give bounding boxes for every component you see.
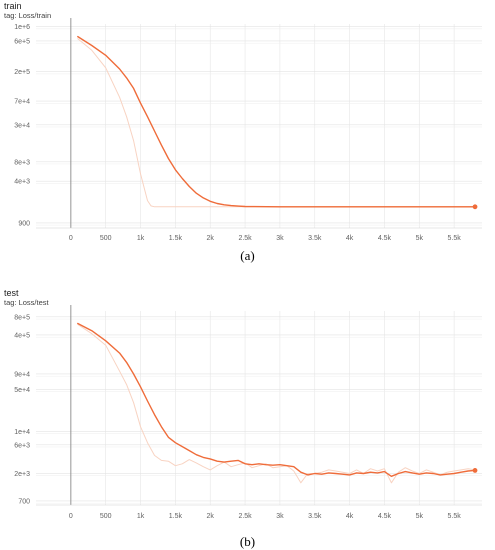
x-tick-label: 5.5k (448, 513, 462, 520)
chart-title: train (4, 1, 22, 11)
figure-caption: (b) (239, 534, 256, 549)
x-tick-label: 1.5k (169, 235, 183, 242)
train-loss-panel: train tag: Loss/train 1e+6 6e+5 2e+5 7e+4 3e… (4, 1, 482, 263)
x-tick-label: 3k (276, 235, 284, 242)
y-tick-label: 2e+3 (14, 471, 30, 478)
y-tick-label: 3e+4 (14, 122, 30, 129)
y-tick-label: 5e+4 (14, 387, 30, 394)
x-tick-label: 0 (69, 513, 73, 520)
y-tick-label: 4e+5 (14, 332, 30, 339)
x-tick-label: 4.5k (378, 513, 392, 520)
x-tick-label: 1k (137, 513, 145, 520)
test-loss-chart: 8e+5 4e+5 9e+4 5e+4 1e+4 6e+3 2e+3 700 0 500 1k 1.5… (14, 305, 482, 520)
x-tick-label: 500 (100, 513, 112, 520)
y-tick-label: 6e+5 (14, 38, 30, 45)
smoothed-loss-line (77, 322, 476, 478)
x-tick-label: 2.5k (238, 513, 252, 520)
x-tick-label: 3.5k (308, 513, 322, 520)
x-tick-label: 500 (100, 235, 112, 242)
x-tick-label: 5.5k (448, 235, 462, 242)
raw-loss-line (77, 323, 476, 484)
last-point-marker (472, 204, 478, 210)
raw-loss-line (77, 38, 476, 208)
y-tick-label: 6e+3 (14, 442, 30, 449)
x-tick-label: 3k (276, 513, 284, 520)
chart-subtitle: tag: Loss/test (4, 298, 49, 307)
last-point-marker (472, 468, 478, 473)
y-tick-label: 900 (18, 220, 30, 227)
x-tick-label: 3.5k (308, 235, 322, 242)
smoothed-loss-line (77, 35, 476, 208)
x-tick-label: 1k (137, 235, 145, 242)
x-tick-label: 1.5k (169, 513, 183, 520)
x-tick-label: 2.5k (238, 235, 252, 242)
y-tick-label: 700 (18, 498, 30, 505)
chart-title: test (4, 288, 19, 298)
x-tick-label: 0 (69, 235, 73, 242)
chart-subtitle: tag: Loss/train (4, 11, 52, 20)
figure-caption: (a) (240, 248, 255, 263)
y-tick-label: 9e+4 (14, 371, 30, 378)
x-tick-label: 4k (346, 235, 354, 242)
y-tick-label: 8e+5 (14, 314, 30, 321)
x-tick-label: 5k (416, 513, 424, 520)
y-tick-label: 2e+5 (14, 69, 30, 76)
x-tick-label: 4k (346, 513, 354, 520)
x-tick-label: 2k (207, 235, 215, 242)
x-tick-label: 5k (416, 235, 424, 242)
y-tick-label: 4e+3 (14, 179, 30, 186)
y-tick-label: 7e+4 (14, 99, 30, 106)
y-tick-label: 8e+3 (14, 159, 30, 166)
y-tick-label: 1e+6 (14, 24, 30, 31)
train-loss-chart: 1e+6 6e+5 2e+5 7e+4 3e+4 8e+3 4e+3 900 0 500 1k 1.5… (14, 18, 482, 242)
x-tick-label: 2k (207, 513, 215, 520)
y-tick-label: 1e+4 (14, 429, 30, 436)
test-loss-panel: test tag: Loss/test 8e+5 4e+5 9e+4 5e+4 1e+4… (0, 287, 495, 550)
x-tick-label: 4.5k (378, 235, 392, 242)
